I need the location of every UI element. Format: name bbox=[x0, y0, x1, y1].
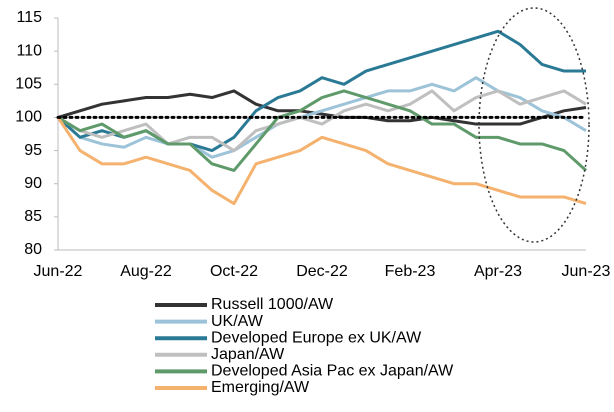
y-tick-label: 80 bbox=[24, 241, 42, 258]
legend-label: Developed Europe ex UK/AW bbox=[211, 329, 422, 346]
series-line bbox=[56, 116, 587, 206]
highlight-ellipse bbox=[478, 7, 590, 243]
x-tick-label: Apr-23 bbox=[474, 263, 522, 280]
legend-label: Russell 1000/AW bbox=[211, 296, 334, 313]
y-tick-label: 95 bbox=[24, 142, 42, 159]
y-tick-label: 110 bbox=[16, 42, 42, 59]
x-tick-label: Aug-22 bbox=[120, 263, 172, 280]
series-line bbox=[57, 89, 587, 126]
legend-label: Developed Asia Pac ex Japan/AW bbox=[211, 363, 454, 380]
y-tick-label: 115 bbox=[16, 9, 42, 26]
legend-label: Emerging/AW bbox=[211, 379, 310, 396]
x-tick-label: Jun-23 bbox=[562, 263, 611, 280]
legend-label: UK/AW bbox=[211, 313, 264, 330]
x-tick-label: Feb-23 bbox=[385, 263, 436, 280]
legend-label: Japan/AW bbox=[211, 346, 285, 363]
x-tick-label: Oct-22 bbox=[210, 263, 258, 280]
y-tick-label: 85 bbox=[24, 208, 42, 225]
x-tick-label: Jun-22 bbox=[34, 263, 83, 280]
y-tick-label: 100 bbox=[15, 109, 42, 126]
series-line bbox=[57, 89, 587, 153]
x-tick-label: Dec-22 bbox=[296, 263, 348, 280]
y-tick-label: 105 bbox=[15, 76, 42, 93]
series-line bbox=[57, 89, 588, 172]
y-tick-label: 90 bbox=[24, 175, 42, 192]
